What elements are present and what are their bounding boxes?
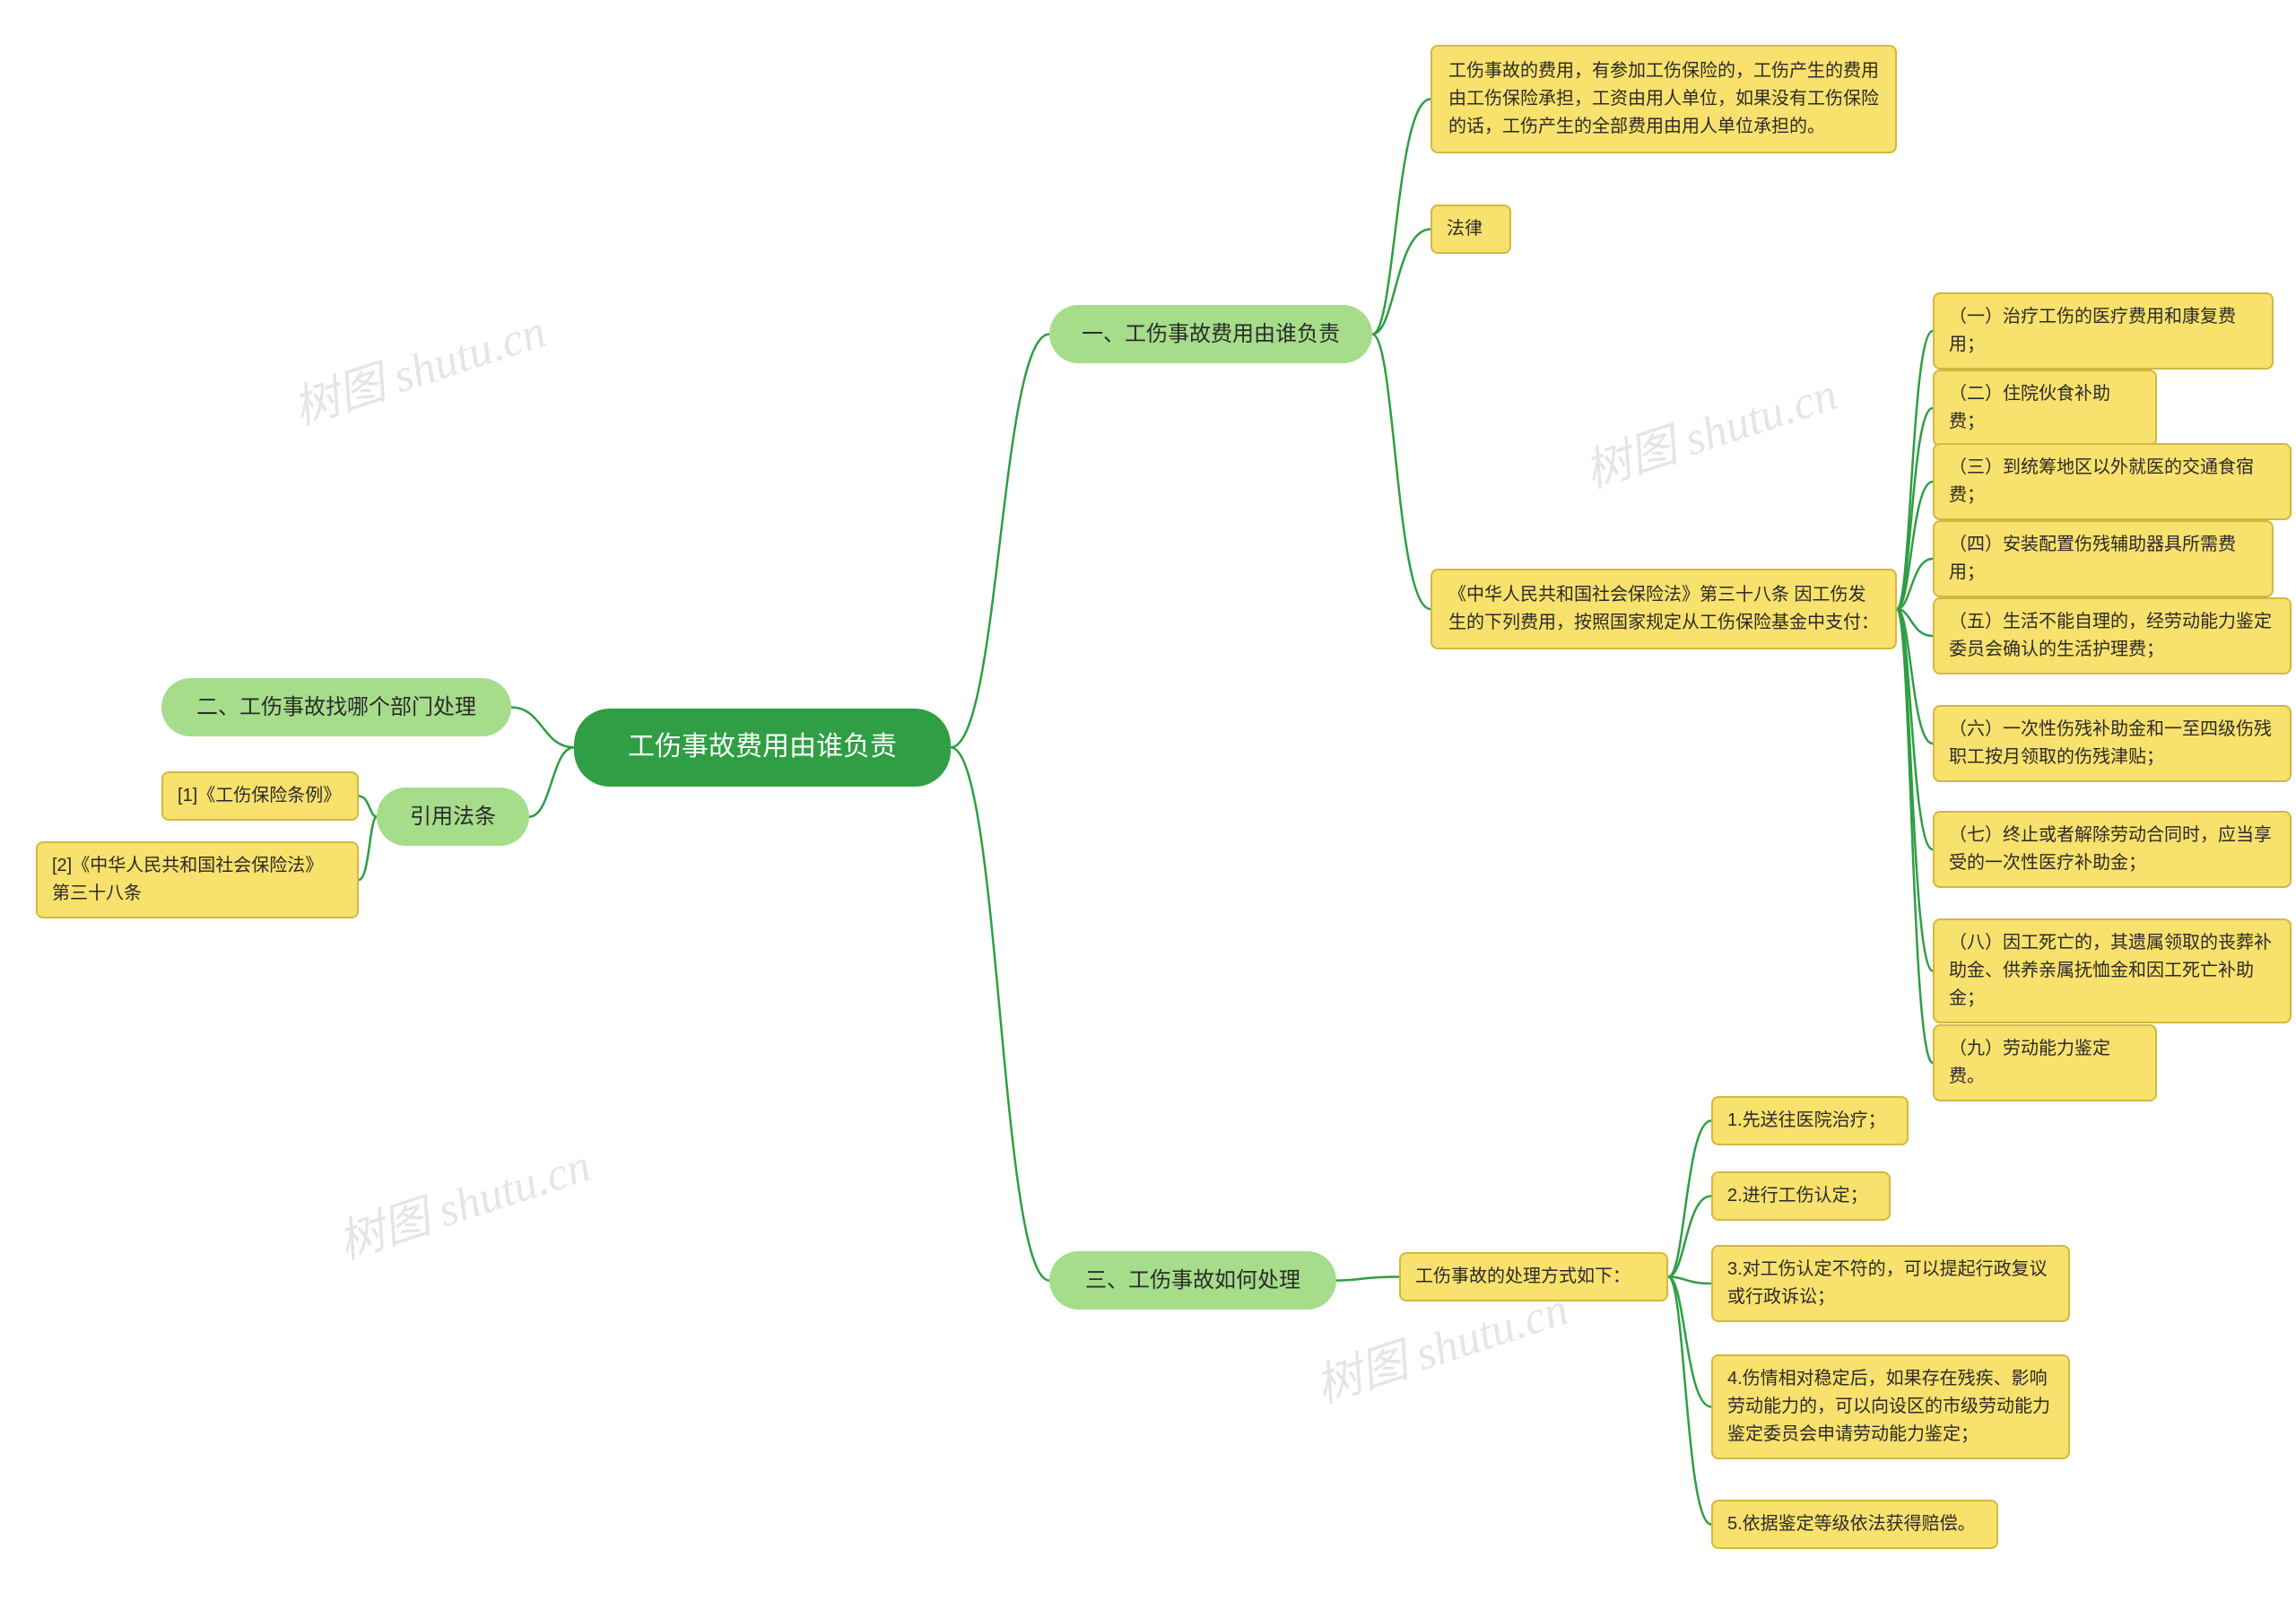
leaf-law-38-3: （三）到统筹地区以外就医的交通食宿费； bbox=[1933, 443, 2292, 520]
mindmap-edge bbox=[951, 747, 1049, 1280]
mindmap-edge bbox=[1897, 559, 1933, 609]
mindmap-edge bbox=[1668, 1277, 1711, 1284]
mindmap-edge bbox=[1897, 609, 1933, 744]
leaf-process-3: 3.对工伤认定不符的，可以提起行政复议或行政诉讼； bbox=[1711, 1245, 2070, 1322]
leaf-law-38-6: （六）一次性伤残补助金和一至四级伤残职工按月领取的伤残津贴； bbox=[1933, 705, 2292, 782]
mindmap-edge bbox=[359, 796, 377, 817]
mindmap-edge bbox=[1668, 1197, 1711, 1277]
mindmap-edge bbox=[1897, 331, 1933, 609]
mindmap-edge bbox=[529, 747, 574, 816]
mindmap-edge bbox=[951, 335, 1049, 748]
mindmap-edge bbox=[1668, 1277, 1711, 1407]
mindmap-edge bbox=[1897, 482, 1933, 609]
leaf-process-2: 2.进行工伤认定； bbox=[1711, 1171, 1891, 1221]
leaf-law-article38: 《中华人民共和国社会保险法》第三十八条 因工伤发生的下列费用，按照国家规定从工伤… bbox=[1431, 569, 1897, 649]
leaf-law-38-2: （二）住院伙食补助费； bbox=[1933, 370, 2157, 447]
watermark: 树图 shutu.cn bbox=[283, 293, 553, 438]
leaf-law-38-7: （七）终止或者解除劳动合同时，应当享受的一次性医疗补助金； bbox=[1933, 811, 2292, 888]
mindmap-edge bbox=[511, 708, 574, 748]
leaf-process-1: 1.先送往医院治疗； bbox=[1711, 1096, 1909, 1145]
mindmap-edge bbox=[1897, 609, 1933, 636]
leaf-citation-2: [2]《中华人民共和国社会保险法》 第三十八条 bbox=[36, 841, 359, 918]
leaf-process-4: 4.伤情相对稳定后，如果存在残疾、影响劳动能力的，可以向设区的市级劳动能力鉴定委… bbox=[1711, 1354, 2070, 1459]
leaf-law-38-1: （一）治疗工伤的医疗费用和康复费用； bbox=[1933, 292, 2274, 370]
mindmap-edge bbox=[1372, 335, 1431, 609]
leaf-process-intro: 工伤事故的处理方式如下： bbox=[1399, 1252, 1668, 1301]
leaf-process-5: 5.依据鉴定等级依法获得赔偿。 bbox=[1711, 1500, 1998, 1549]
mindmap-edge bbox=[1897, 609, 1933, 1063]
mindmap-edge bbox=[1372, 100, 1431, 335]
mindmap-edge bbox=[1897, 609, 1933, 849]
branch-2: 二、工伤事故找哪个部门处理 bbox=[161, 678, 511, 736]
mindmap-edge bbox=[1897, 609, 1933, 971]
leaf-law-38-8: （八）因工死亡的，其遗属领取的丧葬补助金、供养亲属抚恤金和因工死亡补助金； bbox=[1933, 918, 2292, 1023]
branch-1: 一、工伤事故费用由谁负责 bbox=[1049, 305, 1372, 363]
leaf-citation-1: [1]《工伤保险条例》 bbox=[161, 771, 359, 821]
branch-3: 三、工伤事故如何处理 bbox=[1049, 1251, 1336, 1310]
mindmap-edge bbox=[1668, 1277, 1711, 1525]
watermark: 树图 shutu.cn bbox=[1575, 356, 1845, 500]
leaf-cost-summary: 工伤事故的费用，有参加工伤保险的，工伤产生的费用由工伤保险承担，工资由用人单位，… bbox=[1431, 45, 1897, 153]
watermark: 树图 shutu.cn bbox=[328, 1127, 598, 1272]
mindmap-edge bbox=[1372, 230, 1431, 335]
mindmap-edge bbox=[1668, 1121, 1711, 1277]
mindmap-edge bbox=[1336, 1277, 1399, 1281]
mindmap-root: 工伤事故费用由谁负责 bbox=[574, 709, 951, 787]
mindmap-edge bbox=[359, 817, 377, 880]
branch-citations: 引用法条 bbox=[377, 788, 529, 846]
leaf-law-38-5: （五）生活不能自理的，经劳动能力鉴定委员会确认的生活护理费； bbox=[1933, 597, 2292, 674]
leaf-law-38-9: （九）劳动能力鉴定费。 bbox=[1933, 1024, 2157, 1101]
leaf-law-label: 法律 bbox=[1431, 205, 1511, 254]
leaf-law-38-4: （四）安装配置伤残辅助器具所需费用； bbox=[1933, 520, 2274, 597]
mindmap-edge bbox=[1897, 408, 1933, 609]
